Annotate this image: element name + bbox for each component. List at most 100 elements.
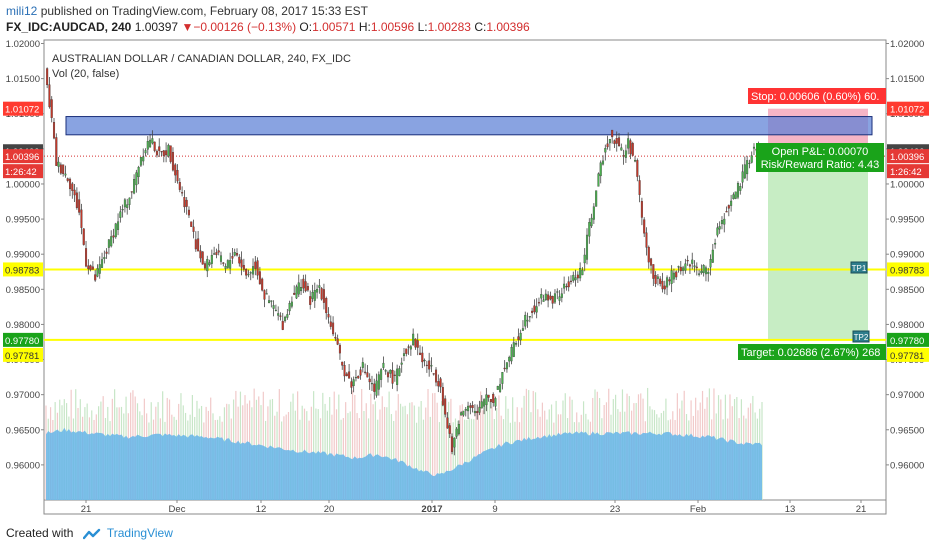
candle-body [373, 383, 376, 392]
candle-body [741, 171, 744, 183]
candle-body [137, 166, 140, 178]
candle-body [126, 204, 129, 208]
candle-body [256, 260, 259, 276]
candle-body [684, 263, 687, 271]
candle-body [85, 248, 88, 267]
candle-body [293, 292, 296, 295]
candle-body [693, 265, 696, 268]
countdown-badge-left-bg [3, 164, 43, 179]
candle-body [560, 293, 563, 298]
candle-body [629, 140, 632, 155]
target-label: Target: 0.02686 (2.67%) 268 [738, 344, 886, 360]
tp2-text: TP2 [854, 333, 869, 342]
candle-body [743, 164, 746, 179]
candle-body [483, 399, 486, 407]
candle-body [64, 173, 67, 176]
open-pnl-text: Open P&L: 0.00070 [772, 146, 869, 158]
candle-body [572, 274, 575, 281]
target-zone [768, 151, 868, 340]
candle-body [286, 314, 289, 318]
candle-body [121, 209, 124, 211]
candle-body [432, 373, 435, 375]
candle-body [688, 264, 691, 267]
candle-body [691, 259, 694, 264]
candle-body [430, 365, 433, 367]
x-tick-label: 23 [610, 504, 621, 515]
price-chart[interactable]: 1.020001.020001.015001.015001.010001.010… [0, 36, 932, 520]
candle-body [414, 338, 417, 348]
candle-body [682, 267, 685, 271]
candle-body [659, 278, 662, 284]
current-price-badge-left-bg [3, 149, 43, 164]
candle-body [304, 281, 307, 292]
created-with-text: Created with [6, 526, 74, 540]
candle-body [647, 246, 650, 263]
indicator-label: Vol (20, false) [52, 68, 119, 80]
y-tick-label-left: 0.99000 [6, 250, 40, 261]
target-yellow-badge-right-text: 0.97781 [890, 351, 924, 362]
candle-body [370, 383, 373, 385]
candle-body [734, 191, 737, 199]
candle-body [272, 305, 275, 309]
chart-title: AUSTRALIAN DOLLAR / CANADIAN DOLLAR, 240… [52, 53, 351, 65]
y-tick-label-left: 1.00000 [6, 179, 40, 190]
target-label-text: Target: 0.02686 (2.67%) 268 [741, 347, 880, 359]
x-tick-label: 9 [492, 504, 497, 515]
candle-body [597, 173, 600, 187]
target-green-badge-left: 0.97780 [3, 332, 43, 347]
candle-body [444, 398, 447, 415]
candle-body [675, 271, 678, 278]
candle-body [235, 253, 239, 256]
candle-body [245, 269, 248, 276]
candle-body [52, 122, 56, 139]
candle-body [702, 265, 705, 273]
candle-body [455, 428, 458, 437]
candle-body [130, 191, 133, 193]
candle-body [679, 266, 682, 272]
stop-price-badge-right-text: 1.01072 [890, 105, 924, 116]
candle-body [515, 343, 518, 345]
candle-body [364, 371, 367, 373]
tradingview-brand[interactable]: TradingView [106, 526, 173, 540]
candle-body [94, 274, 97, 281]
candle-body [222, 262, 225, 264]
candle-body [544, 293, 547, 301]
candle-body [510, 347, 513, 362]
target-green-badge-left-text: 0.97780 [5, 336, 39, 347]
candle-body [382, 362, 385, 368]
candle-body [446, 417, 449, 429]
candle-body [142, 156, 145, 162]
candle-body [574, 277, 577, 281]
stop-price-badge-left-bg [3, 101, 43, 116]
candle-body [112, 235, 115, 238]
candle-body [352, 379, 355, 387]
candle-body [149, 139, 152, 148]
candle-body [618, 137, 621, 147]
author-username[interactable]: mili12 [6, 4, 38, 18]
candle-body [158, 146, 161, 151]
candle-body [730, 200, 733, 206]
candle-body [503, 367, 506, 370]
candle-body [87, 265, 90, 270]
candle-body [325, 298, 328, 314]
down-arrow-icon: ▼ [181, 20, 194, 34]
candle-body [599, 162, 602, 177]
candle-body [698, 273, 701, 275]
candle-body [441, 387, 444, 406]
y-tick-label-left: 1.02000 [6, 39, 40, 50]
ohlc-bar: FX_IDC:AUDCAD, 240 1.00397 ▼−0.00126 (−0… [6, 20, 530, 34]
candle-body [153, 141, 156, 151]
candle-body [75, 192, 78, 209]
candle-body [428, 360, 431, 370]
candle-body [634, 159, 637, 162]
target-green-badge-right: 0.97780 [887, 332, 929, 347]
candle-body [345, 373, 348, 377]
candle-body [469, 405, 472, 408]
candle-body [400, 362, 403, 365]
candle-body [656, 276, 659, 279]
volume-area [46, 427, 762, 500]
candle-body [265, 293, 268, 295]
x-tick-label: 20 [324, 504, 335, 515]
low-label: L: [417, 20, 428, 34]
candle-body [402, 353, 406, 356]
